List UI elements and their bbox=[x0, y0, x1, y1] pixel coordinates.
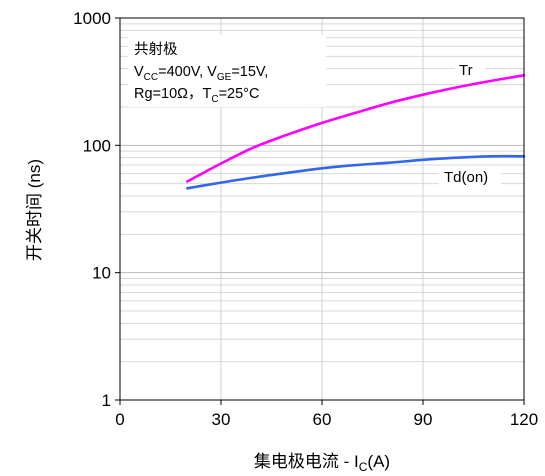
annotation-box bbox=[128, 35, 326, 107]
y-tick-label: 100 bbox=[83, 136, 111, 155]
y-tick-label: 1 bbox=[102, 391, 111, 410]
x-axis-title: 集电极电流 - IC(A) bbox=[254, 452, 390, 474]
legend-tr-label: Tr bbox=[459, 62, 473, 79]
y-tick-label: 1000 bbox=[73, 9, 111, 28]
series-tdon-line bbox=[186, 154, 526, 190]
legend-tr-backdrop bbox=[455, 60, 485, 80]
series-tr-line bbox=[186, 74, 526, 183]
x-tick-label: 90 bbox=[414, 410, 433, 429]
series-lines bbox=[186, 74, 526, 190]
y-axis-title: 开关时间 (ns) bbox=[25, 159, 44, 261]
x-tick-label: 0 bbox=[115, 410, 124, 429]
annotation-line-1: 共射极 bbox=[134, 41, 178, 58]
y-tick-label: 10 bbox=[92, 264, 111, 283]
x-tick-label: 60 bbox=[313, 410, 332, 429]
x-tick-label: 120 bbox=[510, 410, 538, 429]
legend-tdon-backdrop bbox=[439, 166, 501, 188]
x-tick-label: 30 bbox=[212, 410, 231, 429]
annotation-line-2: VCC=400V, VGE=15V, bbox=[134, 64, 268, 83]
annotation-line-3: Rg=10Ω，TC=25°C bbox=[134, 86, 259, 105]
legend-tdon-label: Td(on) bbox=[444, 169, 488, 186]
